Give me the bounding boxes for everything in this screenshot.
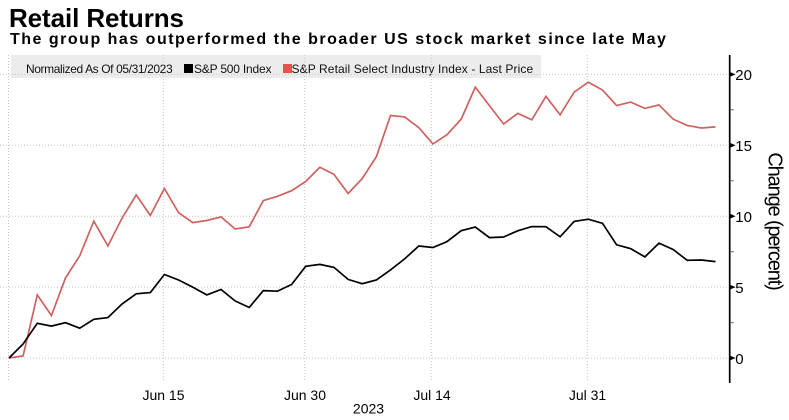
- svg-text:Jun 15: Jun 15: [142, 387, 184, 403]
- svg-text:Jul 14: Jul 14: [413, 387, 451, 403]
- svg-text:0: 0: [735, 351, 743, 368]
- svg-text:20: 20: [735, 67, 752, 84]
- svg-text:Jun 30: Jun 30: [284, 387, 326, 403]
- svg-text:2023: 2023: [353, 401, 384, 417]
- svg-text:Change (percent): Change (percent): [764, 152, 786, 290]
- svg-text:10: 10: [735, 209, 752, 226]
- svg-text:5: 5: [735, 280, 743, 297]
- svg-text:Jul 31: Jul 31: [569, 387, 607, 403]
- svg-text:15: 15: [735, 138, 752, 155]
